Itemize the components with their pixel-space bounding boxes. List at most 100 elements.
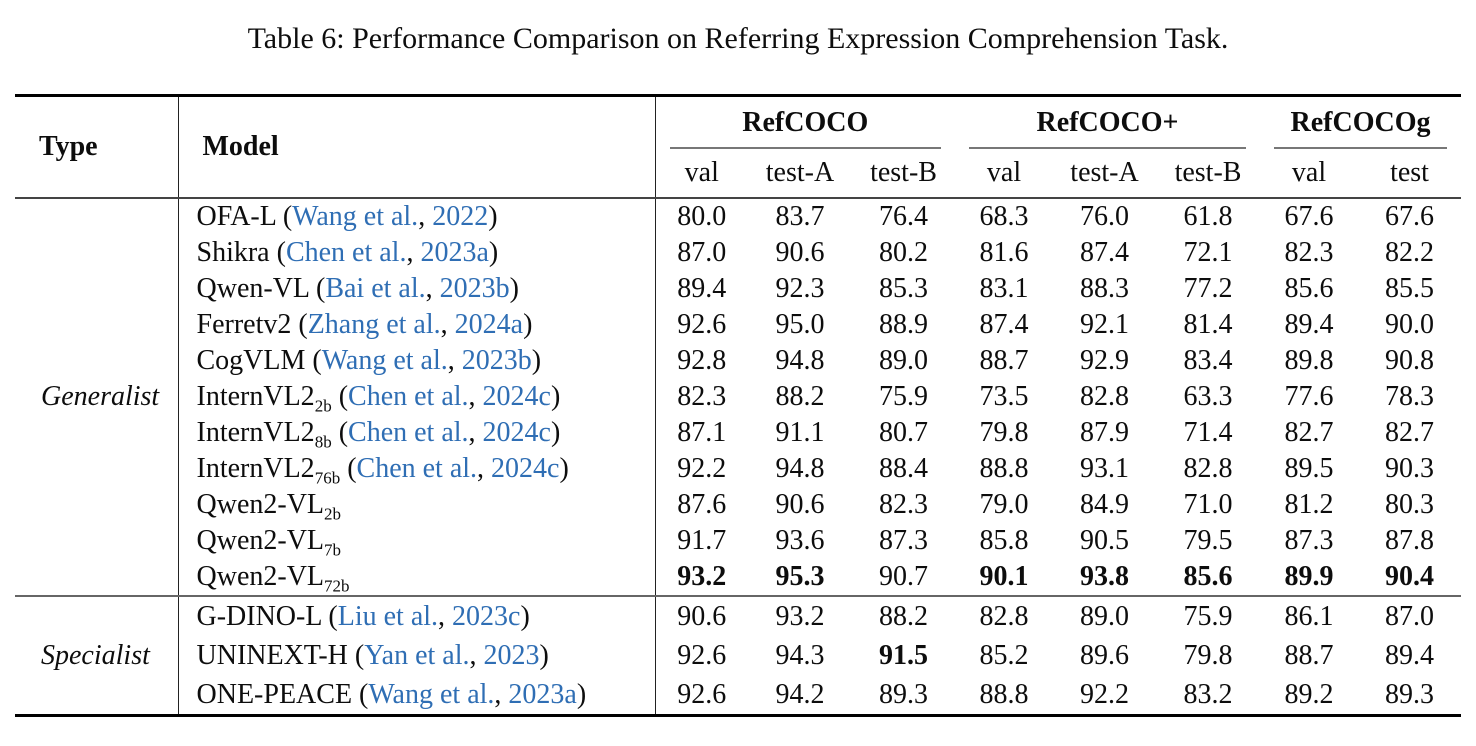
- score-cell: 89.4: [677, 273, 727, 304]
- citation-year-link[interactable]: 2023c: [452, 600, 521, 632]
- citation-author-link[interactable]: Chen et al.: [285, 237, 407, 268]
- citation-author-link[interactable]: Yan et al.: [364, 639, 470, 671]
- score-cell: 90.0: [1385, 309, 1435, 340]
- score-cell: 88.2: [775, 381, 825, 412]
- score-cell: 82.3: [677, 381, 727, 412]
- citation-author-link[interactable]: Chen et al.: [356, 453, 478, 484]
- model-size-subscript: 8b: [314, 432, 332, 451]
- citation-year-link[interactable]: 2023b: [461, 345, 532, 376]
- score-cell: 79.8: [979, 417, 1029, 448]
- score-cell: 76.4: [879, 201, 928, 232]
- sub-header-row: val test-A test-B val test-A test-B val …: [15, 149, 1462, 199]
- model-name: Ferretv2: [196, 309, 292, 340]
- score-cell: 89.6: [1080, 639, 1130, 671]
- model-cell: InternVL28b (Chen et al., 2024c): [178, 415, 656, 451]
- group-header-refcocog: RefCOCOg: [1260, 96, 1461, 150]
- score-cell: 90.6: [655, 595, 748, 636]
- score-cell: 92.2: [677, 453, 727, 484]
- score-cell: 85.8: [979, 525, 1029, 556]
- score-cell: 90.6: [775, 489, 825, 520]
- model-name: Qwen-VL: [196, 273, 309, 304]
- sub-header-refcoco-val: val: [655, 149, 748, 199]
- model-cell: CogVLM (Wang et al., 2023b): [178, 343, 656, 379]
- citation-author-link[interactable]: Zhang et al.: [307, 309, 441, 340]
- score-cell: 87.3: [1284, 525, 1334, 556]
- citation-year-link[interactable]: 2024a: [454, 309, 524, 340]
- model-cell: G-DINO-L (Liu et al., 2023c): [178, 595, 656, 636]
- score-cell: 90.6: [775, 237, 825, 268]
- model-name: InternVL2: [196, 453, 315, 484]
- score-cell: 94.2: [775, 678, 825, 710]
- model-name: Qwen2-VL: [196, 489, 325, 520]
- citation-author-link[interactable]: Chen et al.: [348, 417, 469, 448]
- citation-year-link[interactable]: 2022: [432, 201, 489, 232]
- citation-year-link[interactable]: 2023a: [420, 237, 489, 268]
- type-cell: Specialist: [15, 595, 179, 716]
- score-cell: 90.5: [1080, 525, 1130, 556]
- score-cell: 88.8: [979, 453, 1029, 484]
- score-cell: 90.1: [979, 561, 1029, 592]
- score-cell: 89.0: [879, 345, 928, 376]
- score-cell: 83.2: [1183, 678, 1233, 710]
- citation-year-link[interactable]: 2024c: [482, 381, 551, 412]
- score-cell: 84.9: [1080, 489, 1130, 520]
- citation-author-link[interactable]: Chen et al.: [348, 381, 469, 412]
- model-name: Qwen2-VL: [196, 561, 325, 592]
- table-body: Generalist OFA-L (Wang et al., 2022) 80.0 8…: [15, 198, 1462, 716]
- score-cell: 71.0: [1183, 489, 1233, 520]
- score-cell: 92.9: [1080, 345, 1130, 376]
- table-row: UNINEXT-H (Yan et al., 2023) 92.6 94.3 91.5…: [15, 636, 1461, 675]
- table-row: Qwen-VL (Bai et al., 2023b) 89.4 92.3 85.3 8…: [15, 271, 1461, 307]
- score-cell: 89.5: [1284, 453, 1334, 484]
- score-cell: 91.7: [677, 525, 727, 556]
- table-row: CogVLM (Wang et al., 2023b) 92.8 94.8 89.0 8…: [15, 343, 1461, 379]
- citation-year-link[interactable]: 2024c: [482, 417, 551, 448]
- score-cell: 89.2: [1284, 678, 1334, 710]
- model-cell: InternVL22b (Chen et al., 2024c): [178, 379, 656, 415]
- citation-author-link[interactable]: Wang et al.: [292, 201, 419, 232]
- score-cell: 92.6: [677, 639, 727, 671]
- results-table: Type Model RefCOCO RefCOCO+ RefCOCOg val…: [15, 94, 1462, 717]
- score-cell: 67.6: [1385, 201, 1435, 232]
- citation-year-link[interactable]: 2023b: [439, 273, 510, 304]
- sub-header-refcoco-plus-test-a: test-A: [1053, 149, 1157, 199]
- type-cell: Generalist: [15, 198, 179, 596]
- citation-author-link[interactable]: Wang et al.: [321, 345, 448, 376]
- citation-author-link[interactable]: Wang et al.: [368, 678, 495, 710]
- model-name: ONE-PEACE: [196, 678, 353, 710]
- citation-author-link[interactable]: Bai et al.: [325, 273, 426, 304]
- citation-year-link[interactable]: 2024c: [491, 453, 560, 484]
- type-label: Generalist: [41, 381, 160, 412]
- score-cell: 93.2: [748, 595, 852, 636]
- score-cell: 82.7: [1385, 417, 1435, 448]
- citation-author-link[interactable]: Liu et al.: [337, 600, 439, 632]
- score-cell: 87.8: [1385, 525, 1435, 556]
- table-row: Generalist OFA-L (Wang et al., 2022) 80.0 8…: [15, 198, 1461, 596]
- citation-year-link[interactable]: 2023: [483, 639, 540, 671]
- score-cell: 85.6: [1284, 273, 1334, 304]
- model-cell: Qwen2-VL2b: [178, 487, 656, 523]
- score-cell: 87.0: [1358, 595, 1462, 636]
- model-cell: Qwen2-VL72b: [178, 559, 656, 596]
- score-cell: 82.8: [955, 595, 1054, 636]
- score-cell: 90.8: [1385, 345, 1435, 376]
- score-cell: 82.2: [1385, 237, 1435, 268]
- score-cell: 90.4: [1385, 561, 1435, 592]
- score-cell: 75.9: [1156, 595, 1261, 636]
- score-cell: 82.3: [1284, 237, 1334, 268]
- score-cell: 82.3: [879, 489, 928, 520]
- score-cell: 76.0: [1080, 201, 1130, 232]
- model-name: InternVL2: [196, 417, 315, 448]
- model-cell: ONE-PEACE (Wang et al., 2023a): [178, 675, 656, 716]
- score-cell: 83.1: [979, 273, 1029, 304]
- sub-header-refcocog-test: test: [1358, 149, 1462, 199]
- score-cell: 92.2: [1080, 678, 1130, 710]
- score-cell: 90.7: [879, 561, 928, 592]
- citation-year-link[interactable]: 2023a: [508, 678, 577, 710]
- score-cell: 87.1: [677, 417, 727, 448]
- table-row: Shikra (Chen et al., 2023a) 87.0 90.6 80.2 8…: [15, 235, 1461, 271]
- score-cell: 83.4: [1183, 345, 1233, 376]
- model-name: OFA-L: [196, 201, 276, 232]
- score-cell: 88.2: [852, 595, 956, 636]
- table-row: Qwen2-VL7b 91.7 93.6 87.3 85.8 90.5 79.5 87.3 87…: [15, 523, 1461, 559]
